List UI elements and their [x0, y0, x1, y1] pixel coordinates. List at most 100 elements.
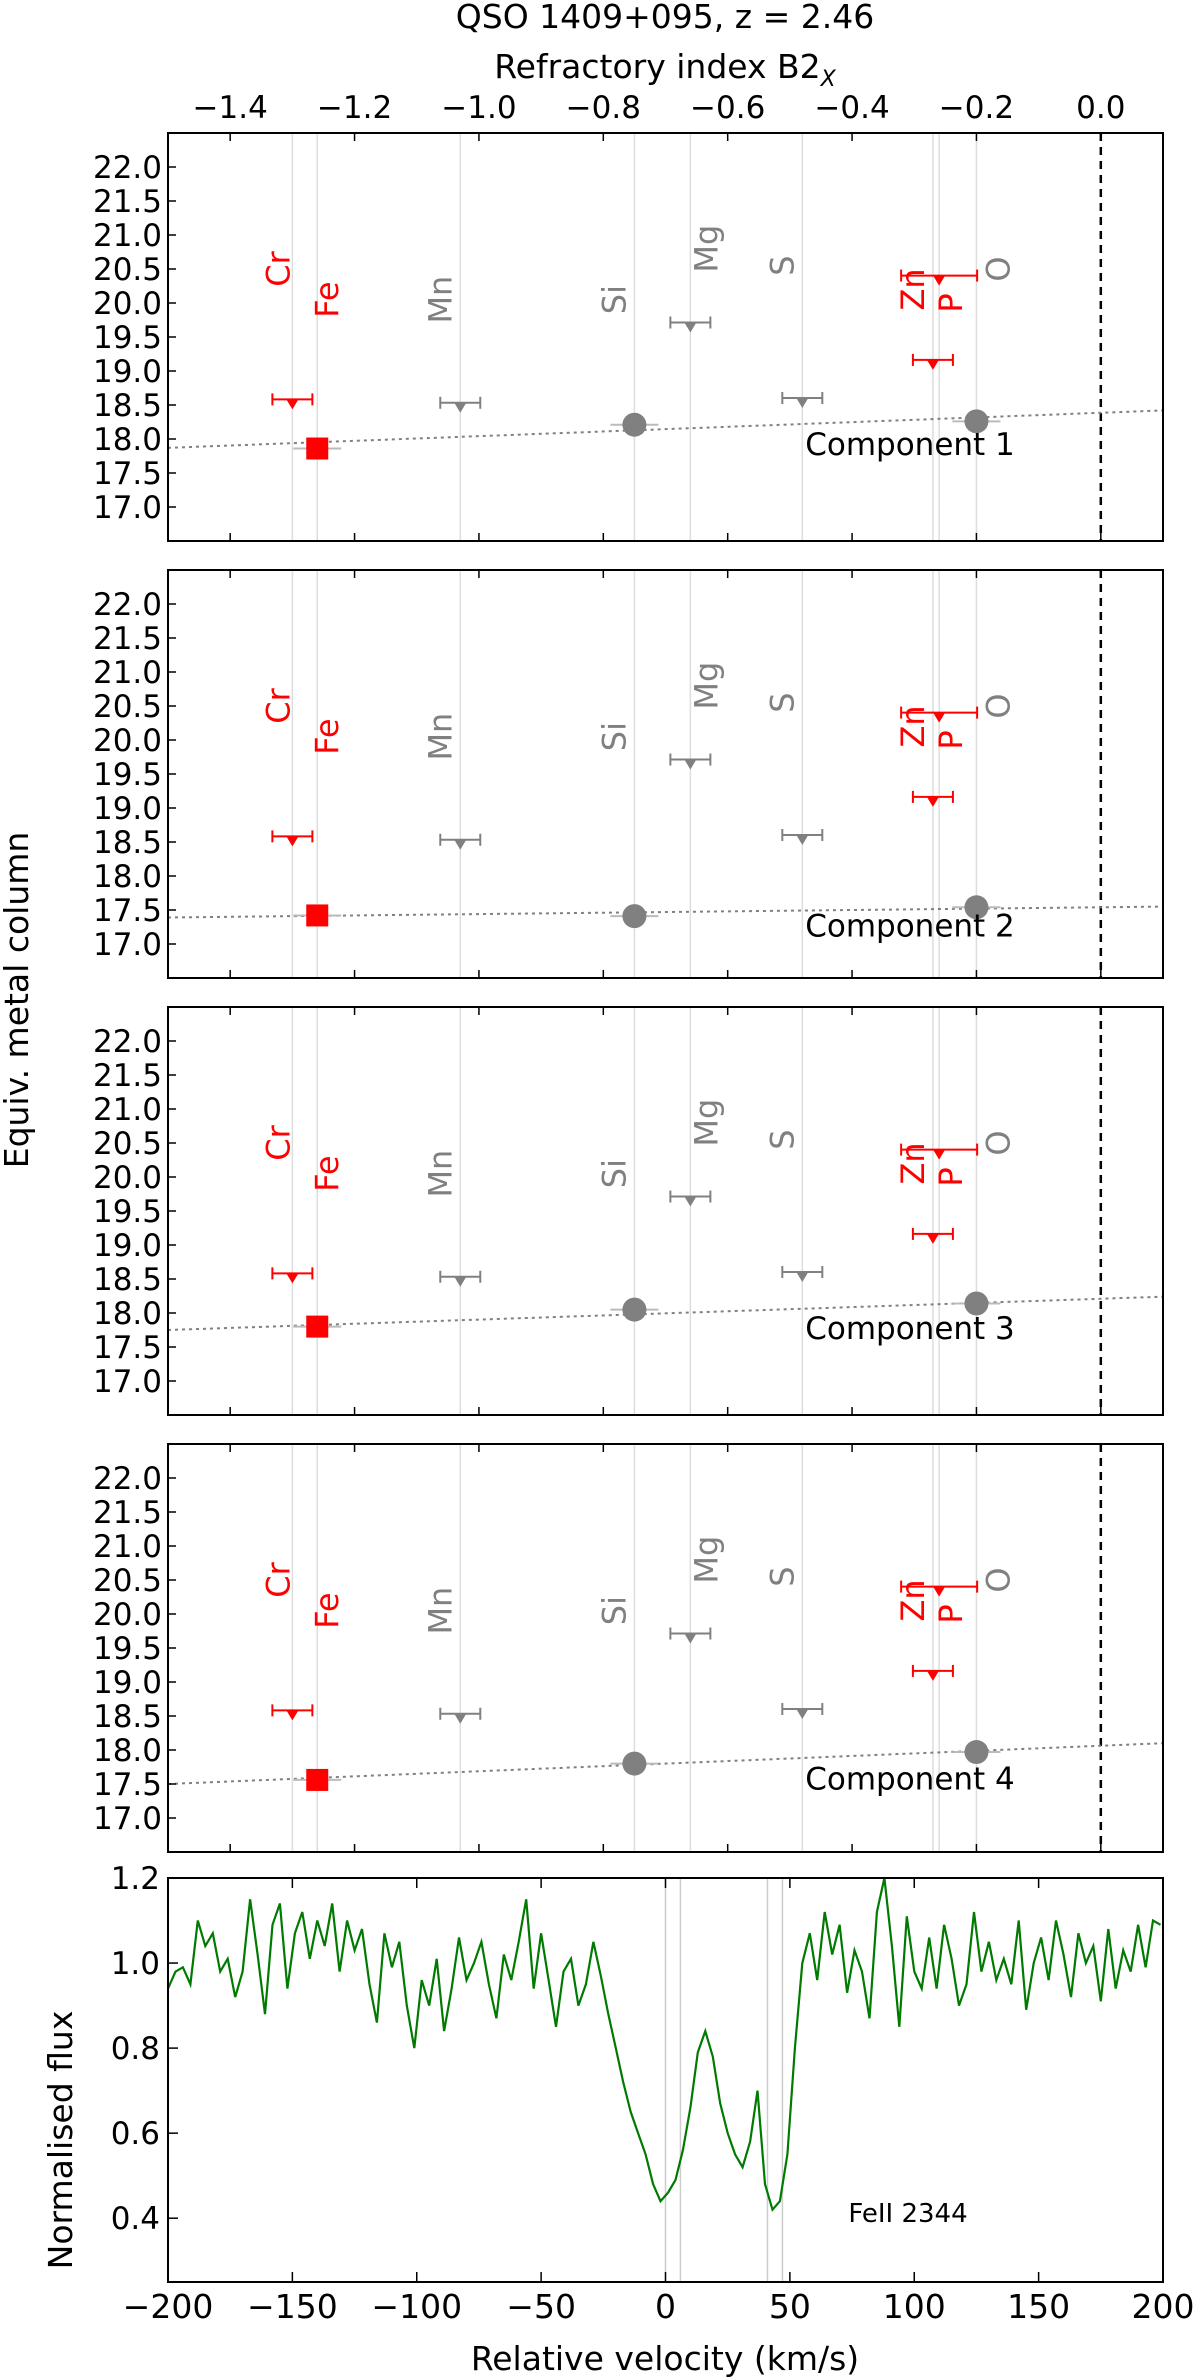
y-tick-label: 19.0: [93, 1665, 162, 1701]
y-tick-label: 17.0: [93, 1364, 162, 1400]
y-tick-label: 20.0: [93, 1597, 162, 1633]
element-label: O: [979, 256, 1017, 281]
y-axis-label-equiv: Equiv. metal column: [0, 832, 36, 1169]
x-tick-label: −50: [506, 2287, 576, 2326]
y-tick-label: 18.0: [93, 422, 162, 458]
y-tick-label: 17.0: [93, 1801, 162, 1837]
element-label: S: [763, 692, 801, 712]
y-tick-label: 20.0: [93, 286, 162, 322]
y-tick-label: 20.5: [93, 1563, 162, 1599]
spectrum-panel: −200 −150 −100 −50 0 50 100 150 200 0.4 0.6 0.8 1.0 1…: [111, 1861, 1195, 2326]
upper-limit-marker: [933, 275, 946, 286]
upper-limit-marker: [796, 1709, 809, 1719]
y-tick-label: 1.2: [111, 1861, 160, 1897]
element-label: Si: [595, 722, 633, 751]
upper-limit-marker: [796, 835, 809, 845]
element-label: S: [763, 255, 801, 275]
y-tick-label: 17.0: [93, 927, 162, 963]
x-axis-label: Relative velocity (km/s): [471, 2339, 859, 2378]
y-tick-label: 17.5: [93, 1767, 162, 1803]
upper-limit-marker: [684, 1196, 697, 1207]
upper-limit-marker: [286, 399, 299, 410]
upper-limit-marker: [454, 1713, 467, 1724]
y-tick-label: 21.0: [93, 1092, 162, 1128]
top-tick-label: −1.4: [193, 90, 268, 126]
flux-line: [166, 1877, 1162, 2212]
detection-marker: [964, 1291, 989, 1316]
component-label: Component 2: [805, 909, 1015, 945]
y-tick-label: 19.0: [93, 791, 162, 827]
y-tick-label: 22.0: [93, 150, 162, 186]
element-label: Cr: [259, 1561, 297, 1597]
upper-limit-marker: [933, 1149, 946, 1160]
upper-limit-marker: [926, 1233, 939, 1244]
element-label: Si: [595, 1596, 633, 1625]
element-label: O: [979, 1567, 1017, 1592]
y-tick-label: 19.5: [93, 757, 162, 793]
upper-limit-marker: [684, 759, 697, 770]
detection-marker: [622, 1751, 647, 1776]
y-tick-label: 21.0: [93, 655, 162, 691]
y-tick-label: 17.5: [93, 1330, 162, 1366]
top-axis-label: Refractory index B2X: [494, 47, 836, 92]
detection-marker: [622, 412, 647, 437]
y-tick-label: 18.5: [93, 388, 162, 424]
upper-limit-marker: [933, 712, 946, 723]
y-tick-label: 20.0: [93, 723, 162, 759]
y-tick-label: 18.0: [93, 1296, 162, 1332]
y-tick-label: 21.0: [93, 1529, 162, 1565]
detection-marker: [306, 1315, 329, 1338]
y-tick-label: 21.5: [93, 184, 162, 220]
component-label: Component 1: [805, 427, 1015, 463]
y-tick-label: 17.5: [93, 456, 162, 492]
upper-limit-marker: [926, 796, 939, 807]
element-label: Si: [595, 285, 633, 314]
y-tick-label: 0.4: [111, 2201, 160, 2237]
detection-marker: [964, 1740, 989, 1765]
upper-limit-marker: [684, 1633, 697, 1644]
element-label: P: [932, 293, 970, 312]
element-label: Mg: [687, 1099, 725, 1147]
element-label: Cr: [259, 250, 297, 286]
element-label: O: [979, 693, 1017, 718]
y-tick-label: 21.5: [93, 1058, 162, 1094]
element-label: P: [932, 1167, 970, 1186]
element-label: Cr: [259, 687, 297, 723]
y-tick-label: 20.5: [93, 252, 162, 288]
top-tick-label: −0.4: [814, 90, 889, 126]
fit-line: [167, 1742, 1164, 1785]
component-label: Component 3: [805, 1311, 1015, 1347]
top-tick-label: −1.0: [441, 90, 516, 126]
y-tick-label: 19.0: [93, 1228, 162, 1264]
upper-limit-marker: [684, 322, 697, 333]
element-label: Fe: [308, 1592, 346, 1628]
y-axis-label-flux: Normalised flux: [41, 2011, 80, 2270]
upper-limit-marker: [454, 402, 467, 413]
detection-marker: [622, 1297, 647, 1322]
upper-limit-marker: [454, 839, 467, 850]
top-tick-label: 0.0: [1076, 90, 1125, 126]
fit-line: [167, 905, 1164, 919]
x-tick-label: 100: [883, 2287, 946, 2326]
y-tick-label: 20.5: [93, 1126, 162, 1162]
upper-limit-marker: [286, 1273, 299, 1284]
detection-marker: [306, 437, 329, 460]
x-tick-label: 50: [769, 2287, 811, 2326]
element-label: Mg: [687, 225, 725, 273]
top-tick-label: −1.2: [317, 90, 392, 126]
x-tick-label: −150: [247, 2287, 338, 2326]
upper-limit-marker: [286, 836, 299, 847]
x-tick-label: 200: [1132, 2287, 1195, 2326]
x-tick-label: 150: [1007, 2287, 1070, 2326]
upper-limit-marker: [796, 1272, 809, 1282]
fit-line: [167, 1295, 1164, 1331]
y-tick-label: 0.8: [111, 2031, 160, 2067]
y-tick-label: 19.5: [93, 1631, 162, 1667]
y-tick-label: 18.0: [93, 1733, 162, 1769]
y-tick-label: 19.5: [93, 1194, 162, 1230]
upper-limit-marker: [454, 1276, 467, 1287]
